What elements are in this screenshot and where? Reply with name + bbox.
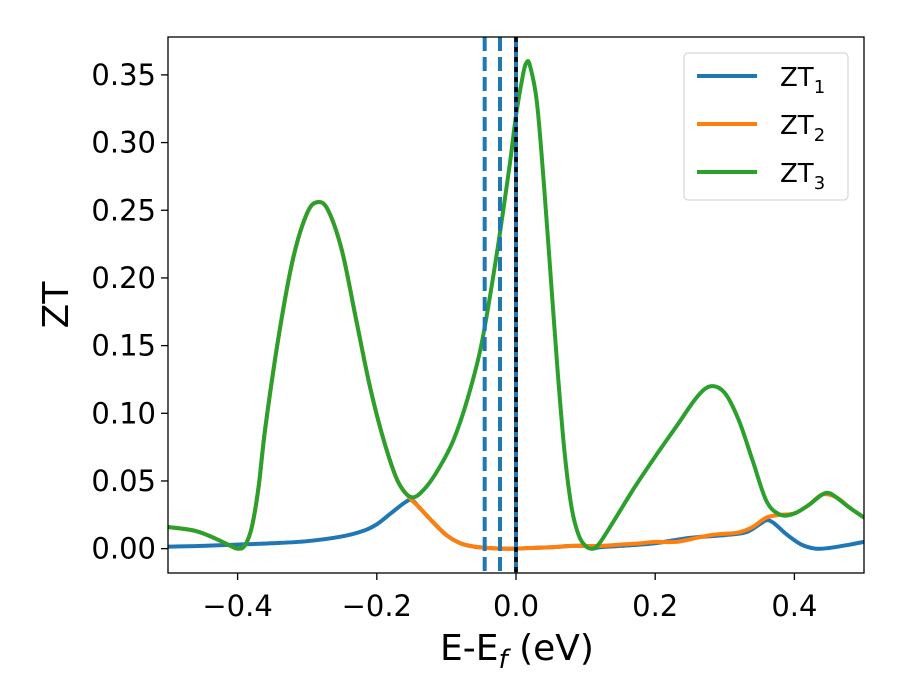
y-axis-ticks: 0.00 0.05 0.10 0.15 0.20 0.25 0.30 0.35 [91,58,168,566]
legend-label-zt3-main: ZT [780,159,814,189]
y-tick-label: 0.20 [91,261,156,295]
legend-label-zt1-main: ZT [780,63,814,93]
y-tick-label: 0.10 [91,396,156,430]
x-axis-title: E-Ef (eV) [440,628,594,675]
legend-label-zt3: ZT3 [780,159,825,194]
x-tick-label: 0.4 [771,589,817,623]
legend-label-zt3-sub: 3 [814,173,825,194]
y-tick-label: 0.05 [91,464,156,498]
y-tick-label: 0.35 [91,58,156,92]
y-tick-label: 0.25 [91,193,156,227]
series-layer [168,59,864,551]
x-tick-label: −0.4 [202,589,272,623]
legend-label-zt1-sub: 1 [814,77,825,98]
x-tick-label: 0.0 [493,589,539,623]
y-axis-title: ZT [36,281,77,329]
x-axis-title-suffix: (eV) [508,628,594,669]
x-tick-label: 0.2 [632,589,678,623]
x-tick-label: −0.2 [342,589,412,623]
x-axis-ticks: −0.4 −0.2 0.0 0.2 0.4 [202,573,817,623]
legend-box [683,52,849,201]
legend: ZT1 ZT2 ZT3 [683,52,849,201]
y-tick-label: 0.00 [91,532,156,566]
x-axis-title-main: E-E [440,628,498,669]
legend-label-zt2-main: ZT [780,111,814,141]
legend-label-zt1: ZT1 [780,63,825,98]
legend-label-zt2-sub: 2 [814,125,825,146]
reference-lines [482,37,518,573]
legend-label-zt2: ZT2 [780,111,825,146]
y-tick-label: 0.15 [91,329,156,363]
y-tick-label: 0.30 [91,126,156,160]
series-line-zt3 [168,59,864,551]
